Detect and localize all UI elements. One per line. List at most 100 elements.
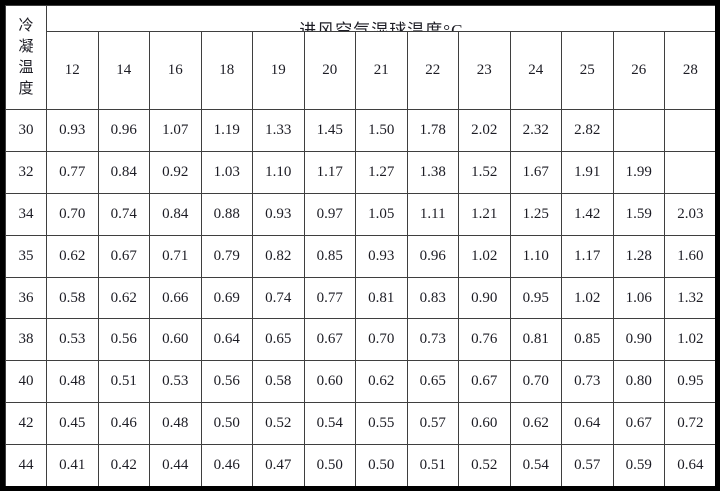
value-cell: 0.70 xyxy=(509,360,562,404)
value-cell: 0.70 xyxy=(46,192,99,236)
value-cell: 1.27 xyxy=(355,150,408,194)
value-cell: 0.60 xyxy=(303,360,356,404)
value-cell: 0.81 xyxy=(355,276,408,320)
table-row: 32 0.77 0.84 0.92 1.03 1.10 1.17 1.27 1.38 1.52 1.… xyxy=(5,150,715,194)
value-cell: 0.48 xyxy=(46,360,99,404)
row-label: 36 xyxy=(5,276,47,320)
value-cell: 0.79 xyxy=(200,234,253,278)
value-cell: 0.65 xyxy=(252,318,305,362)
value-cell: 0.85 xyxy=(561,318,614,362)
table-row: 35 0.62 0.67 0.71 0.79 0.82 0.85 0.93 0.96 1.02 1.… xyxy=(5,234,715,278)
column-header: 18 xyxy=(200,31,253,110)
value-cell: 1.67 xyxy=(509,150,562,194)
value-cell: 0.72 xyxy=(664,402,715,446)
value-cell: 1.02 xyxy=(458,234,511,278)
value-cell: 0.66 xyxy=(149,276,202,320)
value-cell: 0.52 xyxy=(458,444,511,486)
value-cell: 0.55 xyxy=(355,402,408,446)
title-row: 冷凝温度 进风空气湿球温度°C xyxy=(5,5,715,110)
value-cell: 1.60 xyxy=(664,234,715,278)
value-cell: 0.64 xyxy=(200,318,253,362)
value-cell xyxy=(664,150,715,194)
value-cell: 0.82 xyxy=(252,234,305,278)
corner-header-cell: 冷凝温度 xyxy=(5,5,47,110)
column-header: 20 xyxy=(303,31,356,110)
value-cell: 0.62 xyxy=(509,402,562,446)
value-cell: 1.10 xyxy=(509,234,562,278)
value-cell: 2.02 xyxy=(458,109,511,152)
value-cell: 0.95 xyxy=(664,360,715,404)
value-cell: 0.67 xyxy=(97,234,150,278)
value-cell: 1.02 xyxy=(664,318,715,362)
value-cell: 1.21 xyxy=(458,192,511,236)
table-row: 34 0.70 0.74 0.84 0.88 0.93 0.97 1.05 1.11 1.21 1.… xyxy=(5,192,715,236)
table-row: 38 0.53 0.56 0.60 0.64 0.65 0.67 0.70 0.73 0.76 0.… xyxy=(5,318,715,362)
value-cell: 0.74 xyxy=(97,192,150,236)
column-header: 14 xyxy=(97,31,150,110)
value-cell: 2.32 xyxy=(509,109,562,152)
value-cell: 0.93 xyxy=(46,109,99,152)
value-cell: 1.50 xyxy=(355,109,408,152)
value-cell: 0.54 xyxy=(303,402,356,446)
value-cell: 0.53 xyxy=(149,360,202,404)
value-cell: 2.03 xyxy=(664,192,715,236)
value-cell: 0.52 xyxy=(252,402,305,446)
value-cell: 0.58 xyxy=(46,276,99,320)
corner-header-label: 冷凝温度 xyxy=(18,17,34,97)
column-header: 16 xyxy=(149,31,202,110)
value-cell: 0.97 xyxy=(303,192,356,236)
table-header: 冷凝温度 进风空气湿球温度°C 12 14 16 18 19 20 21 22 23 24 25 26… xyxy=(5,5,715,110)
value-cell: 1.45 xyxy=(303,109,356,152)
column-header-row: 12 14 16 18 19 20 21 22 23 24 25 26 28 xyxy=(6,31,715,110)
row-label: 30 xyxy=(5,109,47,152)
value-cell: 1.59 xyxy=(612,192,665,236)
value-cell: 0.93 xyxy=(355,234,408,278)
value-cell: 0.85 xyxy=(303,234,356,278)
value-cell: 0.77 xyxy=(303,276,356,320)
value-cell: 0.83 xyxy=(406,276,459,320)
column-header: 25 xyxy=(561,31,614,110)
value-cell xyxy=(612,109,665,152)
value-cell: 0.50 xyxy=(303,444,356,486)
table-title: 进风空气湿球温度°C xyxy=(299,20,464,31)
value-cell: 0.41 xyxy=(46,444,99,486)
value-cell: 0.50 xyxy=(355,444,408,486)
row-label: 44 xyxy=(5,444,47,486)
value-cell: 0.67 xyxy=(303,318,356,362)
value-cell: 0.48 xyxy=(149,402,202,446)
temperature-table: 冷凝温度 进风空气湿球温度°C 12 14 16 18 19 20 21 22 23 24 25 26… xyxy=(5,5,715,486)
value-cell: 1.52 xyxy=(458,150,511,194)
value-cell: 1.02 xyxy=(561,276,614,320)
value-cell: 0.54 xyxy=(509,444,562,486)
value-cell: 0.96 xyxy=(406,234,459,278)
title-clip: 进风空气湿球温度°C xyxy=(47,7,715,31)
row-label: 38 xyxy=(5,318,47,362)
value-cell: 0.64 xyxy=(664,444,715,486)
value-cell: 0.56 xyxy=(97,318,150,362)
value-cell: 0.73 xyxy=(561,360,614,404)
value-cell: 1.06 xyxy=(612,276,665,320)
column-header: 26 xyxy=(612,31,665,110)
value-cell: 0.84 xyxy=(97,150,150,194)
table-row: 30 0.93 0.96 1.07 1.19 1.33 1.45 1.50 1.78 2.02 2.… xyxy=(5,109,715,152)
value-cell: 0.62 xyxy=(46,234,99,278)
value-cell: 0.60 xyxy=(149,318,202,362)
value-cell: 1.17 xyxy=(561,234,614,278)
value-cell: 0.42 xyxy=(97,444,150,486)
value-cell: 0.90 xyxy=(612,318,665,362)
value-cell: 0.53 xyxy=(46,318,99,362)
value-cell: 0.51 xyxy=(406,444,459,486)
value-cell: 0.74 xyxy=(252,276,305,320)
value-cell: 1.11 xyxy=(406,192,459,236)
value-cell: 1.42 xyxy=(561,192,614,236)
spanning-title-cell: 进风空气湿球温度°C xyxy=(46,5,715,32)
value-cell: 0.47 xyxy=(252,444,305,486)
value-cell: 0.64 xyxy=(561,402,614,446)
value-cell: 0.46 xyxy=(97,402,150,446)
value-cell: 0.81 xyxy=(509,318,562,362)
table-row: 42 0.45 0.46 0.48 0.50 0.52 0.54 0.55 0.57 0.60 0.… xyxy=(5,402,715,446)
value-cell: 0.45 xyxy=(46,402,99,446)
value-cell: 1.07 xyxy=(149,109,202,152)
value-cell xyxy=(664,109,715,152)
row-label: 34 xyxy=(5,192,47,236)
